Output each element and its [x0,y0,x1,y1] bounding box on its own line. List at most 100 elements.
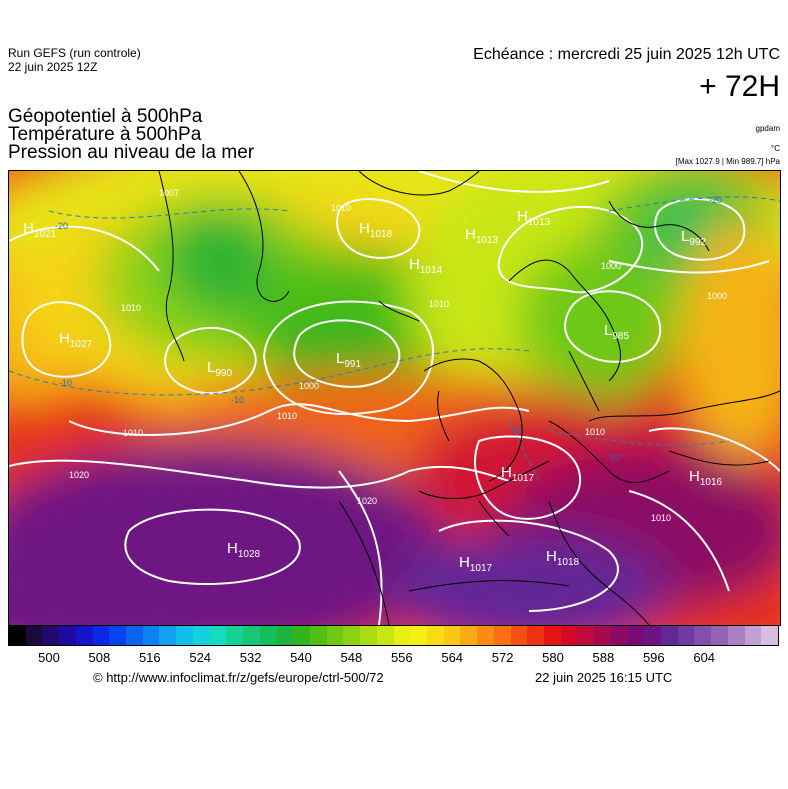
colorbar-swatch [594,626,611,645]
colorbar-swatch [393,626,411,645]
colorbar-swatch [209,626,227,645]
colorbar-swatch [176,626,193,645]
pressure-centers: H1021 H1027 L990 L991 H1018 H1014 H1013 H1013 L9… [23,208,723,574]
max-min-pressure: [Max 1027.9 | Min 989.7] hPa [675,157,780,166]
isotherm-labels: -20 -10 -20 -10 -10 -10 [55,195,722,463]
colorbar-swatch [92,626,110,645]
colorbar-swatch [42,626,60,645]
isobar-label: 1010 [651,513,671,523]
pressure-center-high-1028: H1028 [227,540,261,560]
isobar-label: 1010 [585,427,605,437]
colorbar-swatch [610,626,628,645]
title-geopotential: Géopotentiel à 500hPa [8,106,203,127]
pressure-center-high-1018: H1018 [359,220,393,240]
colorbar-swatch [159,626,177,645]
colorbar-swatch [426,626,444,645]
colorbar-swatch [192,626,210,645]
pressure-center-low-992: L992 [681,228,706,248]
pressure-center-low-991: L991 [336,350,361,370]
pressure-center-low-990: L990 [207,359,232,379]
isotherm-label: -10 [231,395,244,405]
colorbar-tick-label: 540 [290,650,312,665]
isobar-label: 1010 [277,411,297,421]
colorbar-swatch [443,626,461,645]
colorbar-tick-label: 500 [38,650,60,665]
pressure-center-high-1014: H1014 [409,256,443,276]
generation-time: 22 juin 2025 16:15 UTC [535,670,673,685]
colorbar-swatch [226,626,244,645]
colorbar-tick-label: 524 [189,650,212,665]
pressure-center-high-1017-b: H1017 [459,554,493,574]
isobar-label: 1000 [707,291,727,301]
colorbar-swatch [460,626,478,645]
colorbar-swatch [761,626,779,645]
colorbar-swatch [544,626,561,645]
colorbar-ticks: 500 508 516 524 532 540 548 556 564 572 580 588 596 6… [0,650,788,668]
run-date: 22 juin 2025 12Z [8,60,98,74]
colorbar-swatch [259,626,277,645]
isobar-label: 1010 [331,203,351,213]
colorbar-swatch [142,626,160,645]
run-name: Run GEFS (run controle) [8,46,141,60]
isobar-label: 1020 [357,496,377,506]
unit-temperature: °C [771,144,780,153]
colorbar-swatch [276,626,294,645]
colorbar-swatch [510,626,528,645]
colorbar-tick-label: 516 [138,650,161,665]
colorbar-swatch [59,626,76,645]
isobar-label: 1010 [429,299,449,309]
colorbar-swatch [477,626,494,645]
isobar-labels: 1007 1010 1020 1000 1010 1010 1020 1010 1000 1000… [69,188,727,523]
pressure-center-high-1017-a: H1017 [501,464,535,484]
colorbar-swatch [309,626,327,645]
colorbar-tick-label: 596 [642,650,665,665]
run-info: Run GEFS (run controle) 22 juin 2025 12Z [8,46,141,74]
isotherm-label: -10 [607,453,620,463]
isobars [9,171,780,625]
isobar-label: 1000 [601,261,621,271]
colorbar-swatch [694,626,712,645]
pressure-center-high-1016: H1016 [689,468,723,488]
colorbar-swatch [677,626,695,645]
colorbar-tick-label: 572 [491,650,514,665]
colorbar-swatch [360,626,377,645]
colorbar-swatch [410,626,427,645]
isotherm-label: -20 [709,195,722,205]
colorbar-tick-label: 556 [390,650,413,665]
colorbar [8,625,779,646]
pressure-center-low-985: L985 [604,322,629,342]
colorbar-swatch [126,626,143,645]
geopotential-field [9,171,780,625]
colorbar-swatch [577,626,595,645]
colorbar-tick-label: 604 [693,650,716,665]
colorbar-tick-label: 548 [340,650,363,665]
pressure-center-high-1018-b: H1018 [546,548,580,568]
colorbar-tick-label: 532 [239,650,262,665]
colorbar-swatch [109,626,127,645]
unit-geopotential: gpdam [755,124,780,133]
colorbar-swatch [661,626,678,645]
colorbar-swatch [243,626,260,645]
colorbar-swatch [493,626,511,645]
pressure-center-high-1013-a: H1013 [465,226,499,246]
colorbar-tick-label: 588 [592,650,615,665]
lead-time: + 72H [699,70,780,103]
title-pressure: Pression au niveau de la mer [8,142,255,163]
colorbar-tick-label: 508 [88,650,111,665]
isobar-label: 1010 [123,428,143,438]
pressure-center-high-west-1021: H1021 [23,220,57,240]
colorbar-swatch [293,626,310,645]
colorbar-swatch [560,626,578,645]
isotherm-label: -10 [509,425,522,435]
colorbar-tick-label: 564 [441,650,464,665]
temperature-isotherms [9,196,780,482]
colorbar-swatch [25,626,43,645]
colorbar-swatch [9,626,26,645]
colorbar-swatch [711,626,728,645]
isotherm-label: -10 [59,378,72,388]
isobar-label: 1000 [299,381,319,391]
isotherm-label: -20 [55,221,68,231]
isobar-label: 1020 [69,470,89,480]
colorbar-swatch [744,626,762,645]
colorbar-swatch [75,626,93,645]
